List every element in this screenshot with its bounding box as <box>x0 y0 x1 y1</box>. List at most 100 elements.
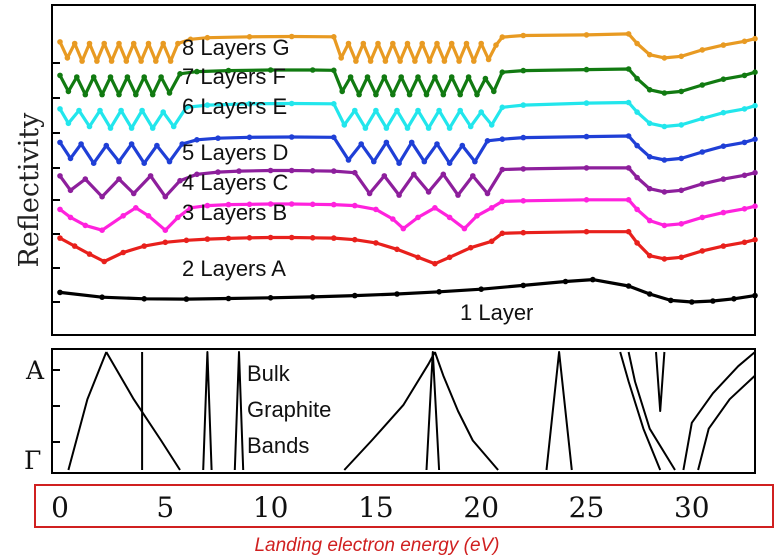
data-point <box>57 139 63 146</box>
y-axis-label: Reflectivity <box>14 112 45 268</box>
data-point <box>103 142 110 149</box>
data-point <box>400 225 407 232</box>
data-point <box>646 291 653 297</box>
band-line <box>433 351 499 471</box>
data-point <box>267 234 274 241</box>
data-point <box>288 201 295 207</box>
data-point <box>67 155 74 162</box>
data-point <box>583 165 590 171</box>
data-point <box>141 243 147 249</box>
data-point <box>246 134 253 141</box>
data-point <box>493 42 499 48</box>
data-point <box>699 149 706 155</box>
data-point <box>625 228 632 235</box>
series-line-8 <box>58 32 757 63</box>
data-point <box>731 296 737 302</box>
data-point <box>419 40 426 47</box>
reflectivity-series <box>57 31 758 305</box>
data-point <box>520 229 527 236</box>
data-point <box>499 34 506 40</box>
data-point <box>345 40 352 47</box>
data-point <box>130 190 137 197</box>
data-point <box>94 58 100 64</box>
data-point <box>362 125 369 131</box>
data-point <box>183 296 190 302</box>
data-point <box>65 88 72 95</box>
data-point <box>678 187 685 194</box>
data-point <box>583 66 590 73</box>
data-point <box>331 201 337 208</box>
x-tick-label-10: 10 <box>253 491 289 524</box>
data-point <box>383 139 390 146</box>
data-point <box>752 236 758 243</box>
bulk-graphite-title-line-1: Bulk <box>247 361 291 386</box>
data-point <box>634 75 640 82</box>
data-point <box>128 141 135 147</box>
data-point <box>352 202 358 209</box>
data-point <box>446 214 453 221</box>
data-point <box>107 74 114 80</box>
data-point <box>446 254 453 261</box>
data-point <box>141 296 147 302</box>
band-line <box>545 351 573 471</box>
data-point <box>175 214 181 221</box>
data-point <box>194 171 200 178</box>
data-point <box>441 58 448 64</box>
data-point <box>116 176 122 182</box>
bulk-graphite-title-line-2: Graphite <box>247 397 331 422</box>
data-point <box>158 74 164 80</box>
data-point <box>472 158 478 165</box>
data-point <box>133 205 139 211</box>
data-point <box>347 74 354 80</box>
data-point <box>720 109 727 116</box>
data-point <box>699 248 706 254</box>
data-point <box>634 109 640 115</box>
data-point <box>396 192 402 198</box>
data-point <box>459 142 466 149</box>
data-point <box>661 189 668 195</box>
data-point <box>90 74 97 80</box>
data-point <box>699 82 706 88</box>
data-point <box>120 213 126 219</box>
x-axis-highlight-box <box>34 484 774 528</box>
data-point <box>583 32 590 38</box>
data-point <box>499 230 506 237</box>
data-point <box>382 58 389 64</box>
data-point <box>162 193 169 200</box>
data-point <box>366 190 373 197</box>
data-point <box>678 155 685 162</box>
data-point <box>309 168 316 174</box>
data-point <box>625 165 632 171</box>
data-point <box>432 205 438 211</box>
data-point <box>478 286 485 293</box>
data-point <box>108 58 115 64</box>
data-point <box>520 134 527 141</box>
data-point <box>160 40 166 47</box>
data-point <box>381 173 388 179</box>
data-point <box>124 74 131 80</box>
data-point <box>394 291 400 297</box>
band-label-gamma: Γ <box>24 446 41 475</box>
data-point <box>130 40 137 47</box>
data-point <box>166 90 173 96</box>
data-point <box>215 169 221 175</box>
data-point <box>488 122 495 128</box>
data-point <box>352 169 358 176</box>
data-point <box>86 123 93 130</box>
data-point <box>267 67 274 73</box>
data-point <box>82 91 89 98</box>
data-point <box>741 38 748 45</box>
data-point <box>440 171 447 178</box>
data-point <box>204 34 211 41</box>
data-point <box>116 40 122 47</box>
data-point <box>499 104 506 111</box>
data-point <box>678 122 685 128</box>
band-line <box>627 351 676 471</box>
data-point <box>394 107 400 114</box>
data-point <box>415 107 421 114</box>
data-point <box>432 74 438 80</box>
data-point <box>720 209 727 216</box>
data-point <box>590 276 596 283</box>
band-label-a: A <box>25 356 45 385</box>
data-point <box>204 236 211 242</box>
